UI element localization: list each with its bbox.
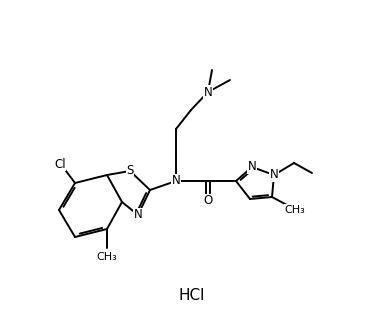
Text: O: O: [204, 195, 213, 208]
Text: CH₃: CH₃: [285, 205, 305, 215]
Text: N: N: [134, 209, 142, 221]
Text: N: N: [270, 168, 278, 181]
Text: HCl: HCl: [179, 288, 205, 303]
Text: S: S: [126, 164, 134, 178]
Text: Cl: Cl: [54, 158, 66, 170]
Text: N: N: [172, 175, 180, 187]
Text: N: N: [248, 161, 257, 174]
Text: CH₃: CH₃: [97, 252, 118, 262]
Text: N: N: [204, 85, 212, 98]
